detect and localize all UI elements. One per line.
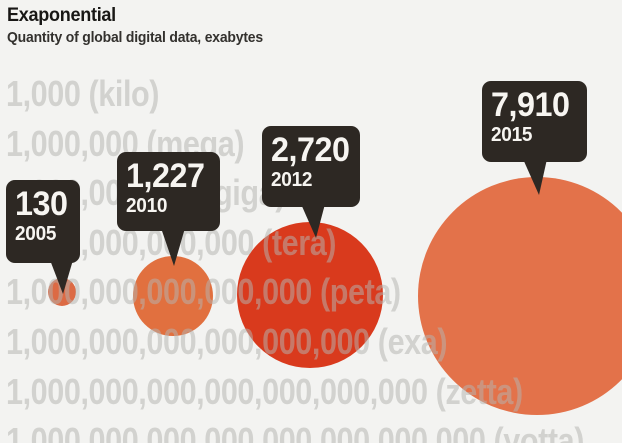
scale-row-zetta: 1,000,000,000,000,000,000,000 (zetta) <box>6 370 523 412</box>
bubble-2010 <box>133 256 213 336</box>
page-title: Exaponential <box>7 5 116 26</box>
bubble-2015 <box>418 177 622 415</box>
callout-value-2010: 1,227 <box>126 157 205 195</box>
callout-year-2015: 2015 <box>491 124 533 146</box>
scale-row-peta: 1,000,000,000,000,000 (peta) <box>6 271 401 313</box>
callout-year-2005: 2005 <box>15 223 57 245</box>
page-subtitle: Quantity of global digital data, exabyte… <box>7 29 263 46</box>
callout-value-2012: 2,720 <box>271 131 350 169</box>
scale-row-exa: 1,000,000,000,000,000,000 (exa) <box>6 320 448 362</box>
callout-2005: 130 2005 <box>6 180 80 263</box>
callout-value-2015: 7,910 <box>491 86 570 124</box>
callout-value-2005: 130 <box>15 185 68 223</box>
callout-year-2012: 2012 <box>271 169 313 191</box>
scale-row-yotta: 1,000,000,000,000,000,000,000,000 (yotta… <box>6 420 585 443</box>
callout-2015: 7,910 2015 <box>482 81 587 162</box>
callout-2010: 1,227 2010 <box>117 152 220 231</box>
scale-row-kilo: 1,000 (kilo) <box>6 73 160 114</box>
bubble-2012 <box>237 222 383 368</box>
callout-year-2010: 2010 <box>126 195 168 217</box>
callout-2012: 2,720 2012 <box>262 126 360 207</box>
scale-row-tera: 1,000,000,000,000 (tera) <box>6 221 337 263</box>
